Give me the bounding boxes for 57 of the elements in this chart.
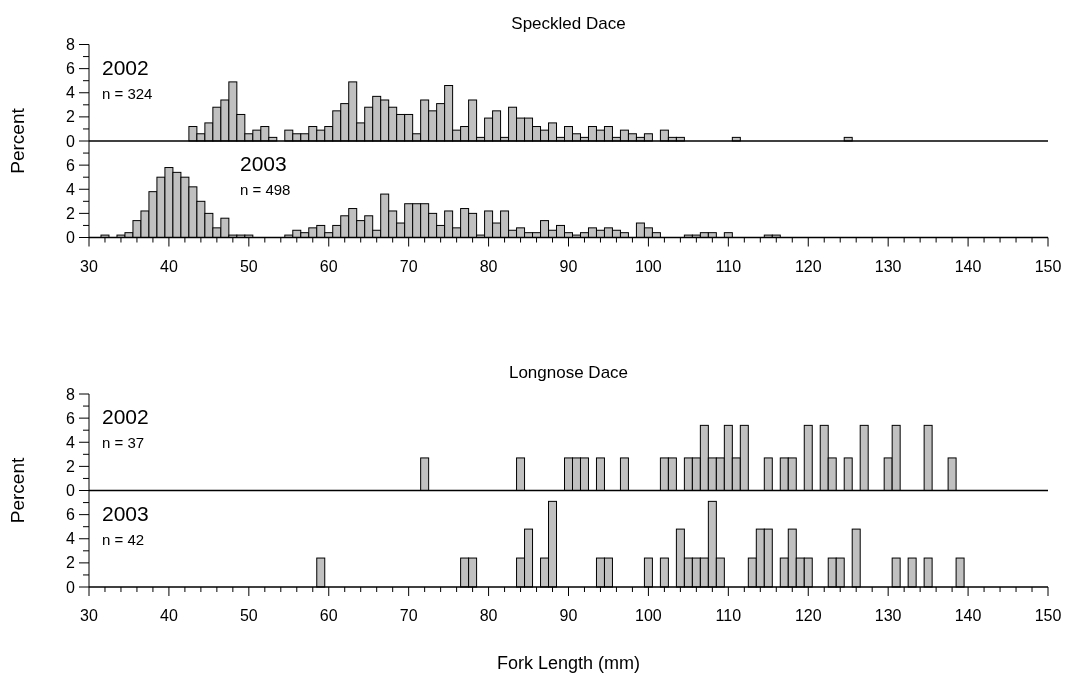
x-tick-label: 40: [160, 607, 178, 624]
x-tick-label: 100: [635, 607, 662, 624]
annotation: n = 37: [102, 434, 145, 451]
y-tick-label: 0: [66, 578, 76, 596]
x-tick-label: 60: [319, 257, 338, 275]
x-tick-label: 30: [80, 257, 98, 275]
y-axis-title: Percent: [7, 457, 28, 524]
x-tick-label: 140: [954, 257, 982, 275]
y-tick-label: 4: [66, 180, 76, 198]
y-tick-label: 0: [66, 229, 76, 247]
x-tick-label: 70: [399, 607, 418, 624]
x-tick-label: 80: [479, 257, 498, 275]
x-tick-label: 130: [874, 257, 902, 275]
y-tick-label: 0: [66, 132, 76, 150]
x-tick-label: 60: [319, 607, 338, 624]
y-tick-label: 4: [66, 84, 76, 102]
annotation: n = 324: [102, 84, 153, 102]
annotation: 2002: [102, 55, 149, 79]
y-tick-label: 4: [66, 433, 76, 451]
annotation: n = 42: [102, 530, 145, 548]
x-tick-label: 140: [954, 607, 982, 624]
x-tick-label: 120: [794, 607, 822, 624]
y-tick-label: 0: [66, 482, 76, 500]
annotation: n = 498: [240, 181, 291, 198]
x-tick-label: 30: [80, 607, 98, 624]
annotation: 2003: [102, 501, 149, 525]
chart-title: Speckled Dace: [511, 13, 626, 33]
y-tick-label: 2: [66, 204, 76, 222]
x-tick-label: 100: [635, 257, 662, 275]
x-tick-label: 40: [160, 257, 178, 275]
x-tick-label: 80: [479, 607, 498, 624]
y-tick-label: 6: [66, 506, 76, 524]
y-tick-label: 2: [66, 554, 76, 572]
x-tick-label: 150: [1034, 257, 1062, 275]
x-tick-label: 90: [559, 607, 578, 624]
y-tick-label: 8: [66, 36, 76, 54]
x-tick-label: 50: [239, 607, 258, 624]
y-tick-label: 8: [66, 385, 76, 403]
x-tick-label: 110: [715, 257, 742, 275]
annotation: 2003: [240, 152, 287, 175]
x-tick-label: 150: [1034, 607, 1062, 624]
x-tick-label: 50: [239, 257, 258, 275]
x-axis-title: Fork Length (mm): [496, 653, 641, 673]
y-tick-label: 6: [66, 409, 76, 427]
y-tick-label: 6: [66, 156, 76, 174]
x-tick-label: 90: [559, 257, 578, 275]
y-tick-label: 4: [66, 530, 76, 548]
y-tick-label: 2: [66, 108, 76, 126]
y-tick-label: 2: [66, 457, 76, 475]
y-axis-title: Percent: [7, 107, 28, 174]
x-tick-label: 110: [715, 607, 742, 624]
x-tick-label: 130: [874, 607, 902, 624]
chart-title: Longnose Dace: [508, 363, 629, 382]
x-tick-label: 70: [399, 257, 418, 275]
annotation: 2002: [102, 405, 149, 428]
x-tick-label: 120: [794, 257, 822, 275]
y-tick-label: 6: [66, 60, 76, 78]
